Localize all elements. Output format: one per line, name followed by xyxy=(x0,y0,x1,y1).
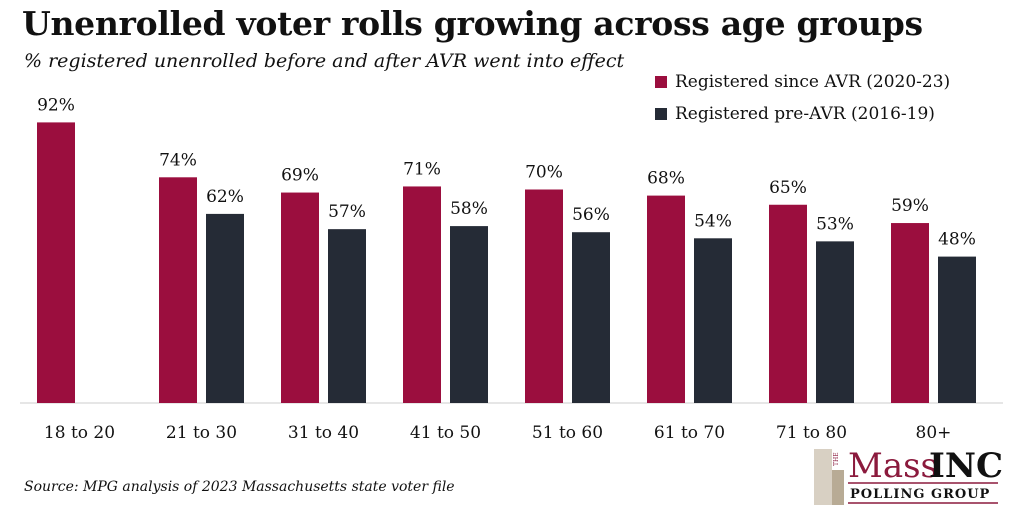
svg-text:INC: INC xyxy=(929,446,1003,486)
x-tick-label: 71 to 80 xyxy=(776,423,847,443)
bar xyxy=(694,238,732,403)
svg-text:Mass: Mass xyxy=(848,446,938,486)
data-label: 70% xyxy=(525,163,563,183)
chart-title: Unenrolled voter rolls growing across ag… xyxy=(22,4,923,43)
bar xyxy=(647,195,685,403)
x-tick-label: 41 to 50 xyxy=(410,423,481,443)
data-label: 59% xyxy=(891,196,929,216)
bar xyxy=(328,229,366,403)
data-label: 53% xyxy=(816,214,854,234)
source-note: Source: MPG analysis of 2023 Massachuset… xyxy=(24,479,455,495)
x-tick-label: 18 to 20 xyxy=(44,423,115,443)
x-tick-label: 80+ xyxy=(916,423,952,443)
bar xyxy=(403,186,441,403)
bar xyxy=(816,241,854,403)
svg-text:THE: THE xyxy=(833,452,840,466)
data-label: 69% xyxy=(281,166,319,186)
data-label: 74% xyxy=(159,150,197,170)
data-label: 56% xyxy=(572,205,610,225)
data-label: 48% xyxy=(938,230,976,250)
data-label: 68% xyxy=(647,169,685,189)
bar xyxy=(525,189,563,403)
x-tick-label: 51 to 60 xyxy=(532,423,603,443)
bar xyxy=(37,122,75,404)
x-tick-label: 21 to 30 xyxy=(166,423,237,443)
bar xyxy=(281,192,319,403)
data-label: 71% xyxy=(403,159,441,179)
x-tick-label: 61 to 70 xyxy=(654,423,725,443)
legend-label: Registered since AVR (2020-23) xyxy=(675,72,951,92)
bar xyxy=(938,256,976,403)
massinc-logo: THE Mass INC POLLING GROUP xyxy=(814,446,1003,505)
legend-label: Registered pre-AVR (2016-19) xyxy=(675,104,935,124)
x-tick-label: 31 to 40 xyxy=(288,423,359,443)
legend-swatch xyxy=(655,108,667,120)
data-label: 54% xyxy=(694,211,732,231)
data-label: 58% xyxy=(450,199,488,219)
svg-text:POLLING GROUP: POLLING GROUP xyxy=(850,487,990,502)
data-label: 57% xyxy=(328,202,366,222)
bar xyxy=(572,232,610,403)
legend-item-pre-avr: Registered pre-AVR (2016-19) xyxy=(655,104,935,124)
bar xyxy=(769,204,807,403)
bar xyxy=(159,177,197,403)
bar xyxy=(891,223,929,403)
chart-subtitle: % registered unenrolled before and after… xyxy=(24,50,625,72)
bar xyxy=(450,226,488,403)
bar xyxy=(206,213,244,403)
data-label: 62% xyxy=(206,187,244,207)
legend-item-since-avr: Registered since AVR (2020-23) xyxy=(655,72,950,92)
data-label: 92% xyxy=(37,95,75,115)
data-label: 65% xyxy=(769,178,807,198)
legend-swatch xyxy=(655,76,667,88)
